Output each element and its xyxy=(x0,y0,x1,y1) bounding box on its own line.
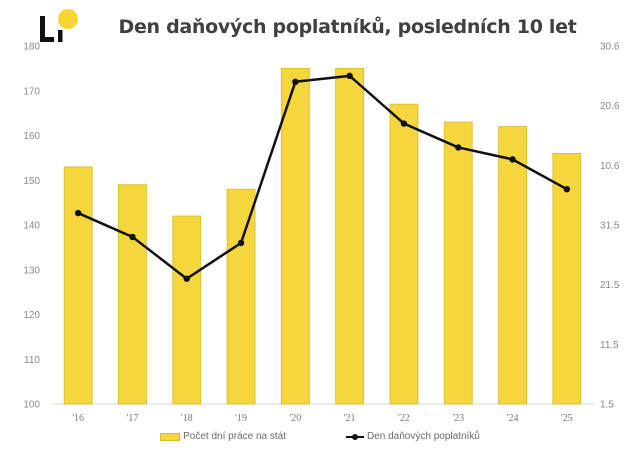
legend-label-line: Den daňových poplatníků xyxy=(366,431,480,442)
x-axis-tick: '23 xyxy=(452,413,464,424)
right-axis-tick: 10.6 xyxy=(600,161,620,172)
left-axis-tick: 120 xyxy=(23,310,40,321)
bar-19[interactable] xyxy=(226,188,256,405)
data-point-marker[interactable] xyxy=(183,275,190,282)
data-point-marker[interactable] xyxy=(509,156,516,163)
right-axis-tick: 11.5 xyxy=(600,340,619,351)
left-axis-tick: 150 xyxy=(23,176,40,187)
legend-label-bars: Počet dní práce na stát xyxy=(183,431,286,442)
data-point-marker[interactable] xyxy=(74,209,82,217)
bar-25[interactable] xyxy=(552,152,582,405)
data-point-marker[interactable] xyxy=(237,239,245,247)
data-point-marker[interactable] xyxy=(400,120,408,127)
bar-swatch-icon xyxy=(160,432,181,441)
bar-17[interactable] xyxy=(118,184,147,405)
legend-item-line[interactable]: Den daňových poplatníků xyxy=(345,431,480,442)
left-axis-tick: 160 xyxy=(23,131,40,142)
x-axis-tick: '20 xyxy=(289,413,301,424)
legend-item-bars[interactable]: Počet dní práce na stát xyxy=(160,431,286,442)
bar-23[interactable] xyxy=(443,121,473,405)
bar-21[interactable] xyxy=(335,67,365,405)
right-axis-tick: 20.6 xyxy=(600,101,620,112)
right-axis-tick: 30.6 xyxy=(600,42,620,53)
logo xyxy=(36,6,82,46)
left-axis-tick: 100 xyxy=(23,400,40,411)
chart-legend: Počet dní práce na stát Den daňových pop… xyxy=(0,431,640,442)
logo-letter-l xyxy=(40,16,45,42)
data-point-marker[interactable] xyxy=(346,72,353,80)
right-axis-tick: 21.5 xyxy=(600,280,620,291)
bar-22[interactable] xyxy=(389,103,419,405)
bar-24[interactable] xyxy=(498,126,527,405)
logo-letter-i xyxy=(58,30,63,42)
data-point-marker[interactable] xyxy=(129,233,136,241)
chart-title: Den daňových poplatníků, posledních 10 l… xyxy=(118,16,577,38)
x-axis-tick: '17 xyxy=(127,413,139,424)
left-axis-tick: 130 xyxy=(23,265,40,276)
bar-16[interactable] xyxy=(63,166,93,405)
x-axis-tick: '21 xyxy=(344,413,356,424)
right-axis-tick: 31.5 xyxy=(600,221,620,232)
left-axis-tick: 170 xyxy=(23,86,40,97)
left-axis-tick: 140 xyxy=(23,221,40,232)
left-axis-tick: 110 xyxy=(24,355,40,366)
data-point-marker[interactable] xyxy=(292,78,299,86)
bar-20[interactable] xyxy=(280,67,310,405)
taxpayer-day-line xyxy=(77,74,568,280)
left-axis-tick: 180 xyxy=(23,42,40,53)
data-point-marker[interactable] xyxy=(563,186,571,193)
bar-18[interactable] xyxy=(172,215,202,405)
x-axis-tick: '25 xyxy=(561,413,573,424)
x-axis-tick: '16 xyxy=(72,413,84,424)
data-point-marker[interactable] xyxy=(455,144,462,151)
x-axis-tick: '19 xyxy=(235,413,247,424)
x-axis-tick: '18 xyxy=(181,413,193,424)
x-axis-tick: '22 xyxy=(398,413,410,424)
logo-dot-icon xyxy=(58,9,78,29)
line-marker-icon xyxy=(345,432,364,442)
right-axis-tick: 1.5 xyxy=(600,400,614,411)
x-axis-tick: '24 xyxy=(507,413,519,424)
